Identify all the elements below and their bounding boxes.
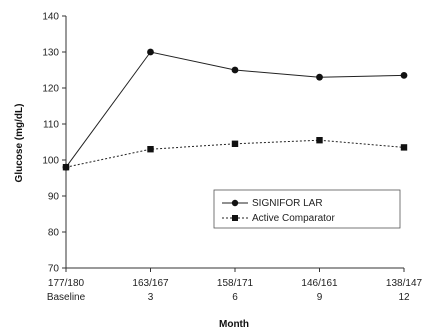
series-layer bbox=[62, 48, 408, 171]
y-tick-label: 100 bbox=[42, 156, 59, 167]
x-tick-label-bottom: 6 bbox=[232, 292, 238, 303]
x-tick-label-bottom: Baseline bbox=[47, 292, 86, 303]
x-tick-label-bottom: 9 bbox=[317, 292, 323, 303]
legend-label-0: SIGNIFOR LAR bbox=[252, 198, 323, 209]
x-tick-label-top: 158/171 bbox=[217, 278, 254, 289]
x-tick-label-top: 146/161 bbox=[301, 278, 338, 289]
legend-box bbox=[213, 189, 401, 229]
y-axis-title: Glucose (mg/dL) bbox=[14, 104, 25, 183]
series-0 bbox=[62, 48, 408, 171]
x-tick-label-top: 163/167 bbox=[132, 278, 169, 289]
y-tick-label: 70 bbox=[48, 264, 60, 275]
y-tick-label: 140 bbox=[42, 12, 59, 23]
data-point bbox=[316, 137, 323, 144]
y-tick-label: 80 bbox=[48, 228, 60, 239]
data-point bbox=[147, 48, 154, 56]
legend-swatch-marker-0 bbox=[231, 199, 239, 207]
x-tick-label-top: 138/147 bbox=[386, 278, 423, 289]
data-point bbox=[231, 140, 239, 147]
y-tick-label: 90 bbox=[48, 192, 60, 203]
data-point bbox=[147, 146, 154, 153]
y-tick-label: 120 bbox=[42, 84, 59, 95]
y-tick-label: 130 bbox=[42, 48, 59, 59]
data-point bbox=[316, 73, 323, 81]
legend-swatch-marker-1 bbox=[232, 215, 238, 221]
y-tick-label: 110 bbox=[43, 120, 59, 131]
data-point bbox=[231, 66, 239, 74]
legend: SIGNIFOR LAR Active Comparator bbox=[213, 189, 401, 229]
series-line-1 bbox=[65, 139, 405, 168]
data-point bbox=[62, 164, 70, 171]
x-axis-title: Month bbox=[219, 319, 249, 330]
x-tick-label-bottom: 3 bbox=[148, 292, 154, 303]
data-point bbox=[400, 144, 408, 151]
legend-label-1: Active Comparator bbox=[252, 213, 335, 224]
x-ticks: 177/180 Baseline 163/167 3 158/171 6 146/161 9 1… bbox=[47, 268, 423, 303]
series-1 bbox=[62, 137, 408, 171]
y-ticks: 70 80 90 100 110 120 130 140 bbox=[42, 12, 66, 275]
data-point bbox=[400, 72, 408, 79]
x-tick-label-bottom: 12 bbox=[398, 292, 410, 303]
x-tick-label-top: 177/180 bbox=[48, 278, 85, 289]
